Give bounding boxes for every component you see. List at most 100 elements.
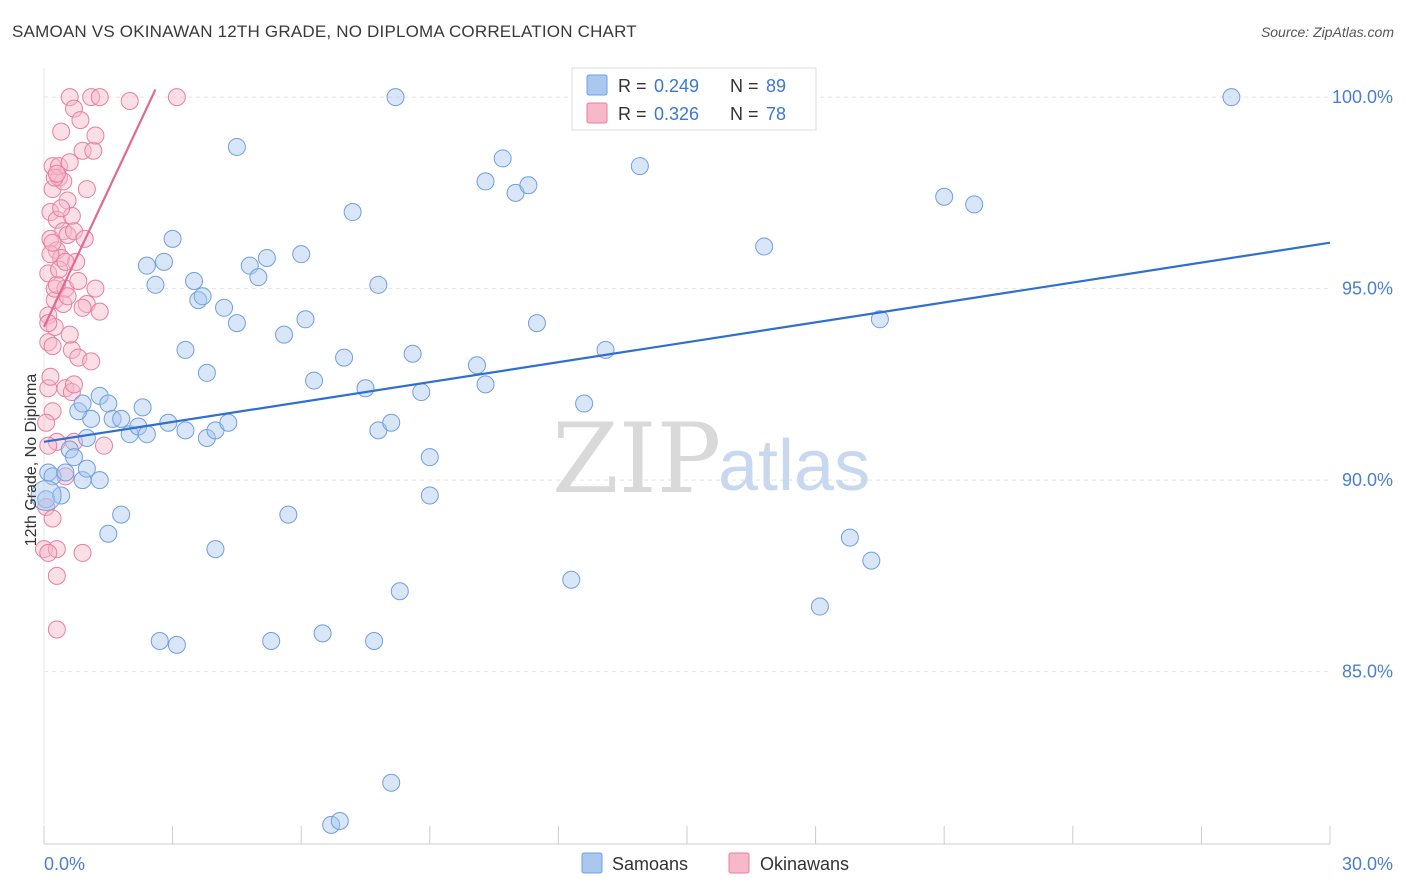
watermark-atlas: atlas [718,426,870,506]
samoans-point [112,505,131,524]
samoans-point [420,448,439,467]
chart-title: SAMOAN VS OKINAWAN 12TH GRADE, NO DIPLOM… [12,22,637,41]
samoans-point [330,812,349,831]
samoans-point [386,88,405,107]
okinawans-trendline [43,89,157,328]
samoans-point [369,275,388,294]
okinawans-point [43,509,62,528]
bottom-legend-okinawans: Okinawans [760,854,849,874]
okinawans-point [71,111,90,130]
okinawans-point [65,99,84,118]
okinawans-point [120,91,139,110]
samoans-point-large [30,479,62,511]
okinawans-point [41,367,60,386]
samoans-trendline [43,241,1331,443]
samoans-point [227,137,246,156]
samoans-point [137,425,156,444]
okinawans-point [69,271,88,290]
okinawans-point [62,340,81,359]
samoans-point [275,325,294,344]
samoans-point [77,429,96,448]
x-tick-label-min: 0.0% [44,854,85,874]
okinawans-point [47,210,66,229]
okinawans-point [52,199,71,218]
okinawans-point [77,180,96,199]
samoans-point [420,486,439,505]
samoans-point [292,245,311,264]
samoans-point [343,203,362,222]
legend-r-value-okinawans: 0.326 [654,104,699,124]
legend-r-label-okinawans: R = [618,104,647,124]
okinawans-point [95,436,114,455]
okinawans-point [43,337,62,356]
samoans-point [137,256,156,275]
okinawans-point [47,566,66,585]
legend-n-value-samoans: 89 [766,76,786,96]
samoans-point [163,229,182,248]
samoans-point [493,149,512,168]
samoans-point [176,340,195,359]
samoans-point [150,632,169,651]
okinawans-point [54,172,73,191]
watermark: ZIP atlas [552,403,870,515]
legend-r-label-samoans: R = [618,76,647,96]
okinawans-point [73,543,92,562]
y-tick-label: 95.0% [1342,279,1393,299]
samoans-point [965,195,984,214]
legend-swatch-samoans [586,74,608,96]
samoans-point [630,157,649,176]
samoans-point [322,815,341,834]
legend-r-value-samoans: 0.249 [654,76,699,96]
samoans-point [215,298,234,317]
okinawans-point [43,233,62,252]
samoans-point [335,348,354,367]
samoans-point [870,310,889,329]
okinawans-point [50,260,69,279]
okinawans-point [60,88,79,107]
samoans-point [476,172,495,191]
samoans-point [279,505,298,524]
samoans-point [112,409,131,428]
bottom-legend: Samoans Okinawans [581,852,849,874]
samoans-point [193,287,212,306]
samoans-point [562,570,581,589]
samoans-point [167,635,186,654]
okinawans-point [73,298,92,317]
samoans-point [575,394,594,413]
okinawans-point [37,413,56,432]
samoans-point [176,421,195,440]
okinawans-point [37,497,56,516]
okinawans-point [43,402,62,421]
samoans-point [862,551,881,570]
samoans-point [227,314,246,333]
okinawans-point [39,314,58,333]
samoans-point [133,398,152,417]
okinawans-point [65,375,84,394]
okinawans-point [65,222,84,241]
okinawans-point [41,245,60,264]
samoans-point [65,448,84,467]
samoans-point [313,624,332,643]
okinawans-point [167,88,186,107]
samoans-point [249,268,268,287]
samoans-point [37,490,56,509]
okinawans-point [86,279,105,298]
samoans-point [365,632,384,651]
bottom-legend-swatch-okinawans [728,852,750,874]
samoans-point [935,187,954,206]
legend-n-label-okinawans: N = [730,104,759,124]
samoans-point [467,356,486,375]
legend-n-value-okinawans: 78 [766,104,786,124]
trend-lines [43,89,1331,443]
okinawans-point [52,122,71,141]
samoans-point [219,413,238,432]
y-tick-label: 90.0% [1342,470,1393,490]
y-axis-label: 12th Grade, No Diploma [23,374,40,547]
samoans-point [146,275,165,294]
samoans-point [296,310,315,329]
okinawans-point [41,203,60,222]
source-label: Source: ZipAtlas.com [1260,24,1394,40]
samoans-point [155,252,174,271]
samoans-point [527,314,546,333]
